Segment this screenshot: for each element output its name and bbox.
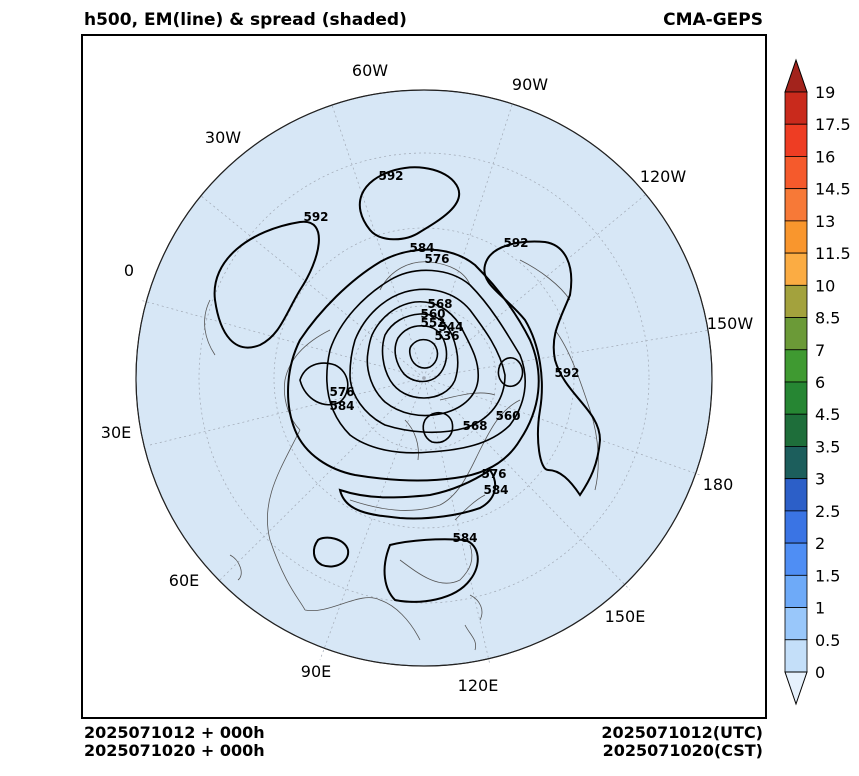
contour-584-small xyxy=(312,536,350,568)
contour-592-atlantic xyxy=(213,220,320,349)
colorbar-segment xyxy=(784,252,808,286)
contour-label: 592 xyxy=(378,169,403,183)
colorbar-label: 6 xyxy=(815,373,825,392)
colorbar-segment xyxy=(784,446,808,480)
lon-label-60e: 60E xyxy=(169,571,199,590)
lon-label-150e: 150E xyxy=(605,607,646,626)
contour-label: 560 xyxy=(420,307,445,321)
contour-aleutian-low xyxy=(497,357,524,387)
colorbar-label: 2.5 xyxy=(815,502,840,521)
contour-label: 560 xyxy=(495,409,520,423)
colorbar-label: 3 xyxy=(815,470,825,489)
lon-label-180: 180 xyxy=(703,475,734,494)
contour-label: 568 xyxy=(427,297,452,311)
spread-colorbar: 1917.51614.51311.5108.5764.53.532.521.51… xyxy=(784,58,851,706)
colorbar-label: 16 xyxy=(815,147,835,166)
colorbar-segment xyxy=(784,574,808,608)
contour-560 xyxy=(366,300,480,417)
lon-label-90w: 90W xyxy=(512,75,548,94)
lon-label-30e: 30E xyxy=(101,423,131,442)
lon-label-0: 0 xyxy=(124,261,134,280)
contour-label: 592 xyxy=(554,366,579,380)
colorbar-top-arrow xyxy=(784,58,808,93)
contour-label: 576 xyxy=(481,467,506,481)
lon-label-120w: 120W xyxy=(640,167,687,186)
colorbar-label: 3.5 xyxy=(815,437,840,456)
colorbar-label: 8.5 xyxy=(815,309,840,328)
contour-536 xyxy=(408,338,439,369)
model-name: CMA-GEPS xyxy=(663,10,763,30)
contour-584-india xyxy=(383,538,479,603)
colorbar-segment xyxy=(784,156,808,190)
colorbar-segment xyxy=(784,542,808,576)
colorbar-label: 10 xyxy=(815,276,835,295)
colorbar-label: 13 xyxy=(815,212,835,231)
colorbar-segment xyxy=(784,188,808,222)
colorbar-label: 11.5 xyxy=(815,244,851,263)
colorbar-label: 0 xyxy=(815,663,825,682)
contour-576 xyxy=(326,269,526,454)
colorbar-segment xyxy=(784,478,808,512)
contour-label: 544 xyxy=(438,320,463,334)
colorbar-segment xyxy=(784,349,808,383)
colorbar-label: 17.5 xyxy=(815,115,851,134)
colorbar-segment xyxy=(784,220,808,254)
contour-label: 552 xyxy=(420,316,445,330)
contour-584-outer xyxy=(287,248,540,482)
contour-asia-low xyxy=(422,411,454,444)
colorbar-label: 4.5 xyxy=(815,405,840,424)
contour-label: 592 xyxy=(503,236,528,250)
colorbar-bottom-arrow xyxy=(784,671,808,706)
contour-label: 568 xyxy=(462,419,487,433)
lon-label-90e: 90E xyxy=(301,662,331,681)
contour-label: 584 xyxy=(452,531,477,545)
contour-568 xyxy=(349,288,506,434)
colorbar-segment xyxy=(784,123,808,157)
height-contours xyxy=(213,166,602,603)
longitude-labels: 60W 90W 30W 120W 0 150W 30E 180 60E 150E… xyxy=(101,61,754,695)
init-time-utc: 2025071012 + 000h xyxy=(84,723,265,742)
colorbar-segment xyxy=(784,607,808,641)
contour-label: 592 xyxy=(303,210,328,224)
colorbar-label: 1 xyxy=(815,599,825,618)
contour-544 xyxy=(394,325,448,383)
contour-atlantic-trough xyxy=(299,362,349,406)
colorbar-segment xyxy=(784,381,808,415)
valid-time-cst: 2025071020(CST) xyxy=(602,741,763,760)
contour-label: 584 xyxy=(483,483,508,497)
colorbar-label: 19 xyxy=(815,83,835,102)
contour-label: 584 xyxy=(409,241,434,255)
valid-time-utc: 2025071012(UTC) xyxy=(601,723,763,742)
init-time-cst: 2025071020 + 000h xyxy=(84,741,265,760)
contour-label: 536 xyxy=(434,329,459,343)
contour-584-asia xyxy=(338,468,497,520)
contour-592-greenland xyxy=(358,166,461,241)
colorbar-segment xyxy=(784,317,808,351)
contour-label: 584 xyxy=(329,399,354,413)
colorbar-segment xyxy=(784,91,808,125)
lon-label-120e: 120E xyxy=(458,676,499,695)
contour-label: 576 xyxy=(329,385,354,399)
colorbar-segment xyxy=(784,510,808,544)
colorbar-label: 7 xyxy=(815,341,825,360)
lon-label-60w: 60W xyxy=(352,61,388,80)
contour-labels: 592 592 584 576 592 568 560 552 544 536 … xyxy=(303,169,579,545)
contour-592-pacific xyxy=(483,240,602,497)
colorbar-segment xyxy=(784,284,808,318)
colorbar-segment xyxy=(784,639,808,673)
colorbar-segment xyxy=(784,413,808,447)
graticule xyxy=(139,104,711,666)
lon-label-30w: 30W xyxy=(205,128,241,147)
coastlines xyxy=(204,259,599,651)
lon-label-150w: 150W xyxy=(707,314,754,333)
colorbar-label: 1.5 xyxy=(815,566,840,585)
chart-title: h500, EM(line) & spread (shaded) xyxy=(84,10,407,30)
contour-label: 576 xyxy=(424,252,449,266)
colorbar-label: 2 xyxy=(815,534,825,553)
colorbar-label: 14.5 xyxy=(815,180,851,199)
contour-552 xyxy=(381,313,459,399)
colorbar-label: 0.5 xyxy=(815,631,840,650)
